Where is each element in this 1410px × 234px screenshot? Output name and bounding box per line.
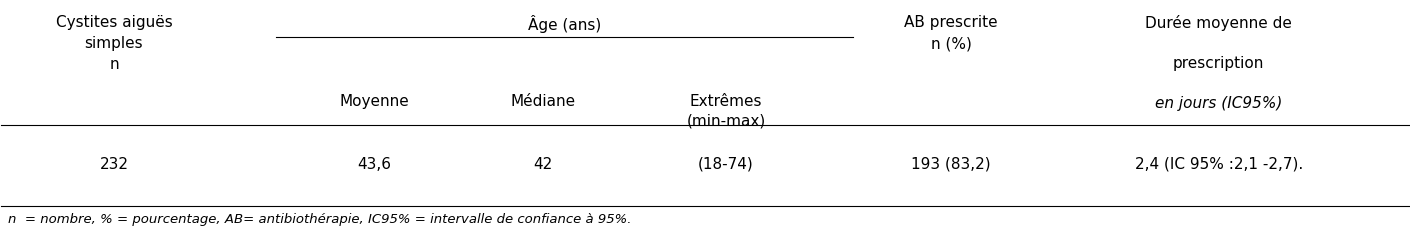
Text: Moyenne: Moyenne	[340, 94, 409, 109]
Text: n  = nombre, % = pourcentage, AB= antibiothérapie, IC95% = intervalle de confian: n = nombre, % = pourcentage, AB= antibio…	[8, 213, 632, 226]
Text: 193 (83,2): 193 (83,2)	[911, 157, 991, 172]
Text: Âge (ans): Âge (ans)	[527, 15, 601, 33]
Text: en jours (IC95%): en jours (IC95%)	[1155, 96, 1282, 111]
Text: prescription: prescription	[1173, 56, 1265, 71]
Text: Durée moyenne de: Durée moyenne de	[1145, 15, 1292, 31]
Text: 42: 42	[533, 157, 553, 172]
Text: (18-74): (18-74)	[698, 157, 754, 172]
Text: 232: 232	[100, 157, 128, 172]
Text: Cystites aiguës
simples
n: Cystites aiguës simples n	[55, 15, 172, 72]
Text: Médiane: Médiane	[510, 94, 575, 109]
Text: AB prescrite
n (%): AB prescrite n (%)	[904, 15, 998, 51]
Text: 2,4 (IC 95% :2,1 -2,7).: 2,4 (IC 95% :2,1 -2,7).	[1135, 157, 1303, 172]
Text: 43,6: 43,6	[357, 157, 392, 172]
Text: Extrêmes
(min-max): Extrêmes (min-max)	[687, 94, 766, 129]
